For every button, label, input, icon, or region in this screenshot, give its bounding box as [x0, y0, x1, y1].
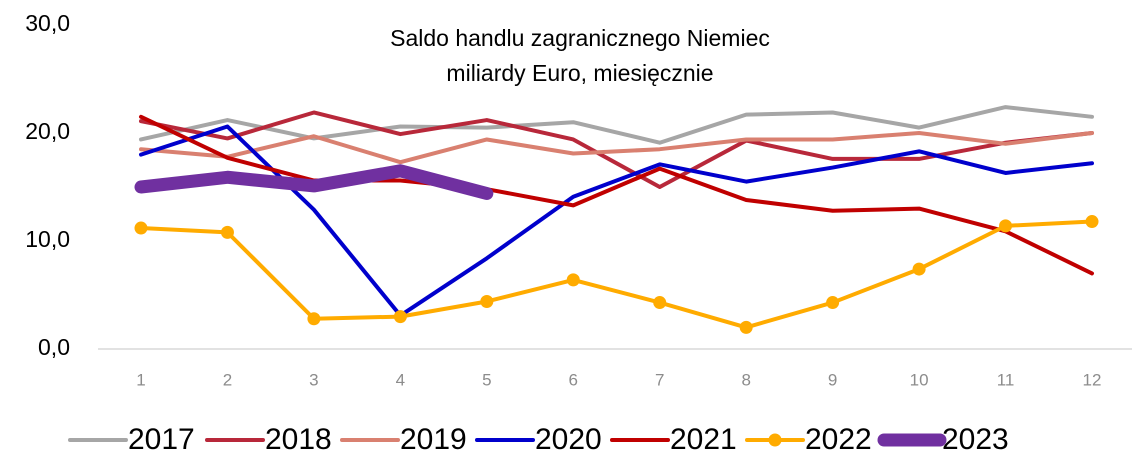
- chart-title: miliardy Euro, miesięcznie: [446, 60, 713, 86]
- x-tick-label: 9: [828, 370, 837, 389]
- x-tick-label: 12: [1083, 370, 1102, 389]
- x-tick-label: 8: [741, 370, 750, 389]
- y-tick-label: 0,0: [38, 334, 70, 360]
- legend-marker: [768, 433, 782, 447]
- legend-label: 2023: [942, 423, 1009, 456]
- series-line: [139, 219, 1094, 330]
- series-marker: [220, 225, 234, 239]
- series-marker: [912, 262, 926, 276]
- x-tick-label: 7: [655, 370, 664, 389]
- x-tick-label: 1: [136, 370, 145, 389]
- series-marker: [134, 221, 148, 235]
- x-tick-label: 3: [309, 370, 318, 389]
- series-marker: [999, 219, 1013, 233]
- series-marker: [393, 310, 407, 324]
- series-marker: [566, 273, 580, 287]
- series-line: [139, 131, 1094, 165]
- series-line: [134, 164, 494, 200]
- legend-label: 2017: [128, 423, 195, 456]
- series-line: [139, 124, 1094, 318]
- series-marker: [826, 296, 840, 310]
- x-tick-label: 2: [223, 370, 232, 389]
- y-tick-label: 30,0: [25, 10, 70, 36]
- chart-title: Saldo handlu zagranicznego Niemiec: [390, 25, 770, 51]
- series-marker: [1085, 215, 1099, 229]
- y-tick-label: 20,0: [25, 118, 70, 144]
- x-tick-label: 11: [997, 370, 1015, 389]
- series-line: [139, 114, 1094, 276]
- legend-label: 2021: [670, 423, 737, 456]
- y-tick-label: 10,0: [25, 226, 70, 252]
- series-line: [139, 105, 1094, 145]
- x-tick-label: 5: [482, 370, 491, 389]
- legend-label: 2022: [805, 423, 872, 456]
- x-tick-label: 4: [396, 370, 405, 389]
- series-marker: [307, 312, 321, 326]
- series-marker: [653, 296, 667, 310]
- legend-label: 2018: [265, 423, 332, 456]
- x-tick-label: 6: [569, 370, 578, 389]
- x-tick-label: 10: [910, 370, 929, 389]
- series-marker: [480, 294, 494, 308]
- legend-label: 2020: [535, 423, 602, 456]
- series-marker: [739, 320, 753, 334]
- legend-label: 2019: [400, 423, 467, 456]
